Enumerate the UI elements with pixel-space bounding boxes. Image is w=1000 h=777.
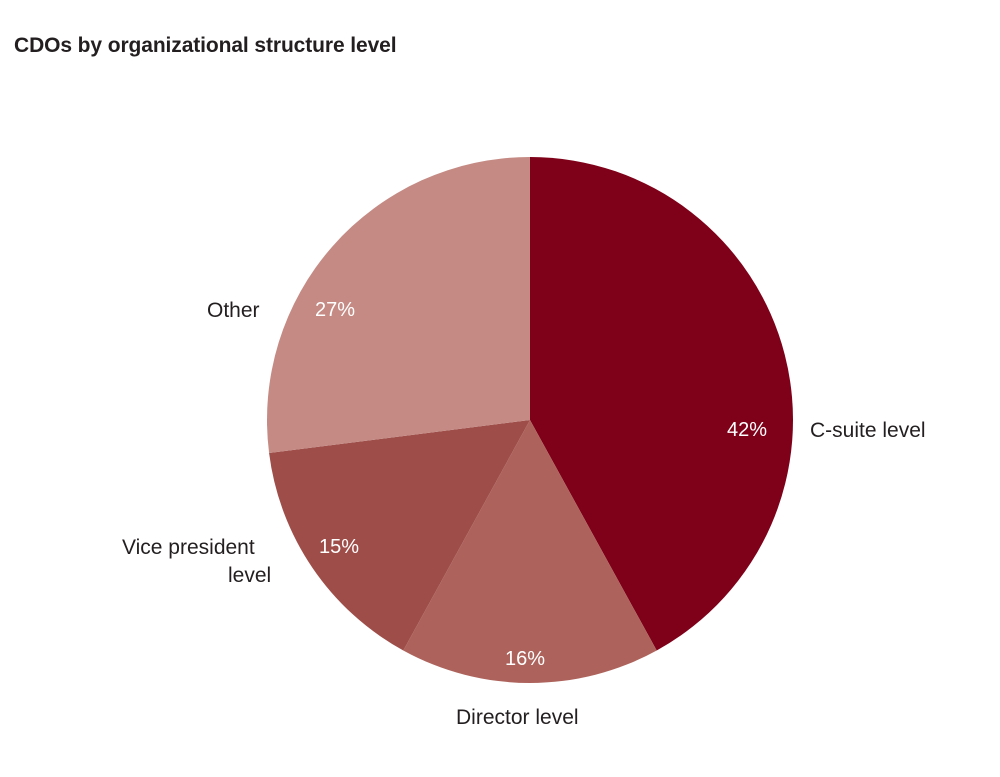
label-vp-line2: level: [228, 564, 272, 587]
pie-slice-vice-president-level: [269, 420, 530, 651]
pie-slice-director-level: [403, 420, 657, 683]
label-director: Director level: [456, 706, 579, 729]
pie-slice-other: [267, 157, 530, 453]
label-csuite: C-suite level: [810, 419, 926, 442]
pct-director: 16%: [505, 648, 546, 670]
label-vp-line1: Vice president: [122, 536, 255, 559]
pie-slice-c-suite-level: [530, 157, 793, 651]
label-other: Other: [207, 299, 260, 322]
pct-vp: 15%: [319, 536, 360, 558]
chart-title: CDOs by organizational structure level: [14, 34, 397, 57]
pct-other: 27%: [315, 299, 356, 321]
pct-csuite: 42%: [727, 419, 768, 441]
